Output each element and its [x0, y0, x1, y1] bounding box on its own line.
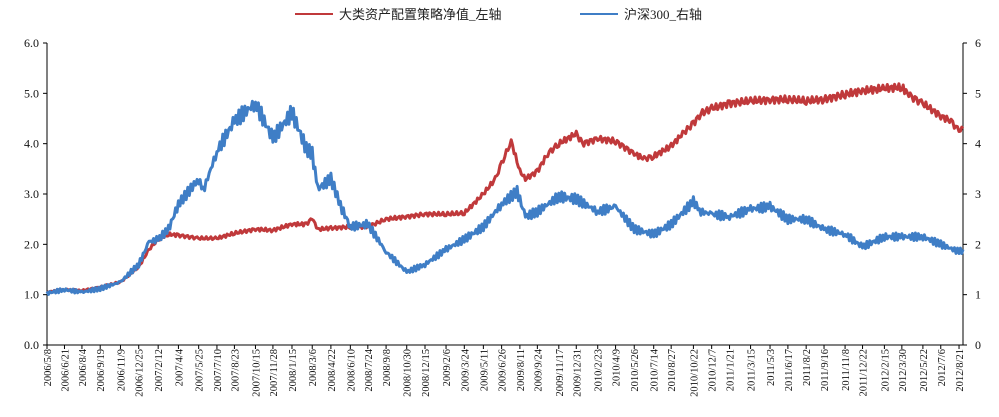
x-tick-label: 2012/3/30	[898, 349, 909, 392]
x-tick-label: 2006/11/9	[116, 349, 127, 391]
x-tick-label: 2006/5/8	[43, 349, 54, 386]
x-tick-label: 2008/6/10	[346, 349, 357, 392]
legend-label-strategy: 大类资产配置策略净值_左轴	[339, 7, 502, 22]
legend-entry-hs300: 沪深300_右轴	[580, 4, 702, 23]
x-tick-label: 2009/3/24	[460, 348, 471, 391]
x-tick-label: 2006/12/25	[135, 349, 146, 397]
x-tick-label: 2008/9/8	[382, 349, 393, 386]
legend-entry-strategy: 大类资产配置策略净值_左轴	[295, 4, 502, 23]
x-tick-label: 2010/10/22	[689, 349, 700, 397]
x-tick-label: 2010/5/26	[630, 349, 641, 392]
right-y-tick-label: 0	[975, 338, 981, 352]
x-tick-label: 2008/10/30	[403, 349, 414, 397]
left-y-tick-label: 0.0	[24, 338, 39, 352]
x-tick-label: 2009/9/24	[533, 348, 544, 391]
right-y-tick-label: 6	[975, 36, 981, 50]
x-tick-label: 2007/5/25	[195, 349, 206, 392]
left-y-tick-label: 4.0	[24, 137, 39, 151]
right-y-tick-label: 3	[975, 187, 981, 201]
x-tick-label: 2010/12/7	[708, 349, 719, 392]
x-tick-label: 2007/10/15	[251, 349, 262, 397]
x-tick-label: 2008/12/15	[421, 349, 432, 397]
right-y-tick-label: 4	[975, 137, 981, 151]
x-tick-label: 2012/8/21	[955, 349, 966, 392]
x-tick-label: 2009/8/11	[516, 349, 527, 391]
x-tick-label: 2007/8/23	[230, 349, 241, 392]
x-tick-label: 2011/8/2	[802, 349, 813, 386]
x-tick-label: 2006/9/19	[96, 349, 107, 392]
legend-swatch-hs300	[580, 12, 618, 15]
x-tick-label: 2011/11/8	[841, 349, 852, 391]
right-y-tick-label: 1	[975, 288, 981, 302]
x-tick-label: 2012/5/22	[919, 349, 930, 392]
strategy-series-line	[46, 82, 965, 295]
x-tick-label: 2007/2/12	[154, 349, 165, 392]
legend-swatch-strategy	[295, 12, 333, 15]
x-tick-label: 2010/2/23	[594, 349, 605, 392]
x-tick-label: 2006/6/21	[60, 349, 71, 392]
x-tick-label: 2008/1/15	[288, 349, 299, 392]
chart-legend: 大类资产配置策略净值_左轴 沪深300_右轴	[0, 4, 999, 24]
x-tick-label: 2010/7/14	[650, 348, 661, 391]
x-tick-label: 2011/6/17	[784, 349, 795, 391]
x-tick-label: 2010/4/9	[612, 349, 623, 386]
left-y-tick-label: 6.0	[24, 36, 39, 50]
hs300-series-line	[45, 99, 965, 296]
left-y-tick-label: 1.0	[24, 288, 39, 302]
x-tick-label: 2009/6/26	[498, 349, 509, 392]
x-tick-label: 2008/4/22	[327, 349, 338, 392]
x-tick-label: 2011/3/15	[747, 349, 758, 391]
x-tick-label: 2010/8/27	[667, 349, 678, 392]
right-y-tick-label: 2	[975, 237, 981, 251]
x-tick-label: 2011/5/3	[766, 349, 777, 386]
x-tick-label: 2011/12/22	[859, 349, 870, 396]
x-tick-label: 2007/7/10	[213, 349, 224, 392]
x-tick-label: 2011/9/16	[820, 349, 831, 391]
x-tick-label: 2011/1/21	[726, 349, 737, 391]
x-tick-label: 2009/12/31	[572, 349, 583, 397]
x-tick-label: 2008/3/6	[308, 349, 319, 386]
x-tick-label: 2009/2/6	[442, 349, 453, 386]
left-y-tick-label: 5.0	[24, 86, 39, 100]
x-tick-label: 2009/5/11	[479, 349, 490, 391]
left-y-tick-label: 2.0	[24, 237, 39, 251]
x-tick-label: 2012/7/6	[937, 349, 948, 386]
x-tick-label: 2009/11/17	[555, 349, 566, 396]
x-tick-label: 2006/8/4	[78, 348, 89, 386]
x-tick-label: 2012/2/15	[880, 349, 891, 392]
x-tick-label: 2007/4/4	[174, 348, 185, 386]
x-tick-label: 2007/11/28	[269, 349, 280, 396]
right-y-tick-label: 5	[975, 86, 981, 100]
legend-label-hs300: 沪深300_右轴	[624, 7, 703, 22]
left-y-tick-label: 3.0	[24, 187, 39, 201]
x-tick-label: 2008/7/24	[364, 348, 375, 391]
